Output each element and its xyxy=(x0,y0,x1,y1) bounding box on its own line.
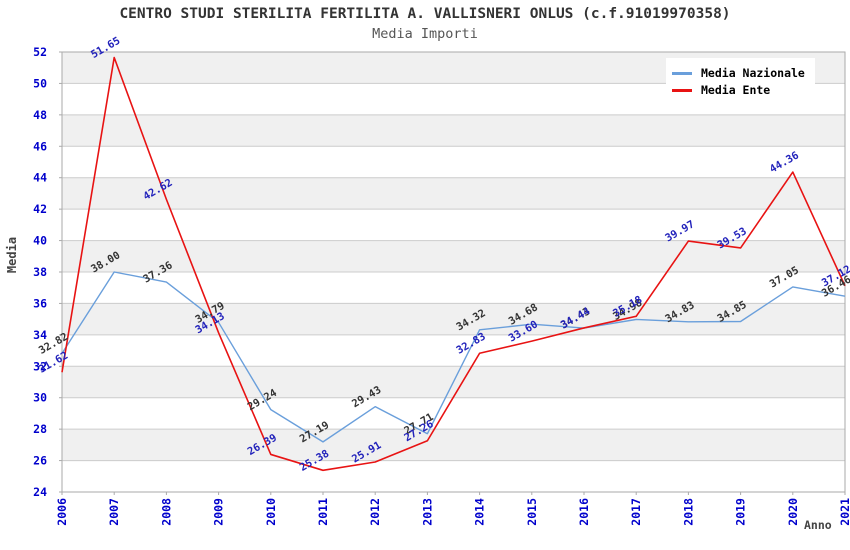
x-tick-label: 2013 xyxy=(420,498,434,526)
legend-item-media-nazionale: Media Nazionale xyxy=(672,66,805,80)
x-tick-labels: 2006 2007 2008 2009 2010 2011 2012 2013 2014 2015… xyxy=(55,498,850,526)
chart-title: CENTRO STUDI STERILITA FERTILITA A. VALL… xyxy=(119,6,731,22)
x-tick-label: 2018 xyxy=(681,498,695,526)
band xyxy=(62,429,845,461)
y-tick-label: 46 xyxy=(33,139,47,153)
x-tick-label: 2020 xyxy=(786,498,800,526)
legend: Media Nazionale Media Ente xyxy=(666,58,815,105)
series-line-media-ente xyxy=(61,56,846,472)
y-axis-title: Media xyxy=(5,236,20,274)
x-tick-label: 2016 xyxy=(577,498,591,526)
band xyxy=(62,272,845,304)
x-tick-label: 2006 xyxy=(55,498,69,526)
x-tick-label: 2012 xyxy=(368,498,382,526)
x-tick-label: 2009 xyxy=(212,498,226,526)
band xyxy=(62,303,845,335)
x-tick-label: 2007 xyxy=(107,498,121,526)
y-tick-label: 44 xyxy=(33,171,47,185)
y-tick-label: 50 xyxy=(33,76,47,90)
y-tick-label: 24 xyxy=(33,485,47,499)
grid-bands xyxy=(62,52,845,492)
band xyxy=(62,177,845,210)
y-tick-label: 48 xyxy=(33,108,47,122)
x-tick-label: 2011 xyxy=(316,498,330,526)
band xyxy=(62,397,845,430)
y-tick-label: 26 xyxy=(33,454,47,468)
band xyxy=(62,460,845,492)
y-tick-label: 34 xyxy=(33,328,47,342)
y-tick-label: 42 xyxy=(33,202,47,216)
legend-label: Media Nazionale xyxy=(701,66,805,80)
band xyxy=(62,146,845,178)
y-tick-labels: 24 26 28 30 32 34 36 38 40 42 44 46 48 50 52 xyxy=(33,45,47,499)
y-tick-label: 38 xyxy=(33,265,47,279)
band xyxy=(62,209,845,241)
axis-ticks xyxy=(59,51,846,495)
x-tick-label: 2008 xyxy=(159,498,173,526)
x-axis-title: Anno xyxy=(804,518,832,532)
legend-item-media-ente: Media Ente xyxy=(672,83,805,97)
band xyxy=(62,334,845,367)
y-tick-label: 32 xyxy=(33,359,47,373)
series-line-media-nazionale xyxy=(61,271,846,443)
x-tick-label: 2021 xyxy=(838,498,850,526)
y-tick-label: 30 xyxy=(33,391,47,405)
media-nazionale-line-swatch xyxy=(672,71,692,75)
x-tick-label: 2017 xyxy=(629,498,643,526)
legend-label: Media Ente xyxy=(701,83,771,97)
y-tick-label: 40 xyxy=(33,234,47,248)
y-tick-label: 36 xyxy=(33,296,47,310)
x-tick-label: 2010 xyxy=(264,498,278,526)
y-tick-label: 52 xyxy=(33,45,47,59)
band xyxy=(62,114,845,147)
y-tick-label: 28 xyxy=(33,422,47,436)
media-ente-line-swatch xyxy=(672,88,692,92)
chart-subtitle: Media Importi xyxy=(372,26,478,42)
x-tick-label: 2019 xyxy=(734,498,748,526)
x-tick-label: 2015 xyxy=(525,498,539,526)
x-tick-label: 2014 xyxy=(473,498,487,526)
